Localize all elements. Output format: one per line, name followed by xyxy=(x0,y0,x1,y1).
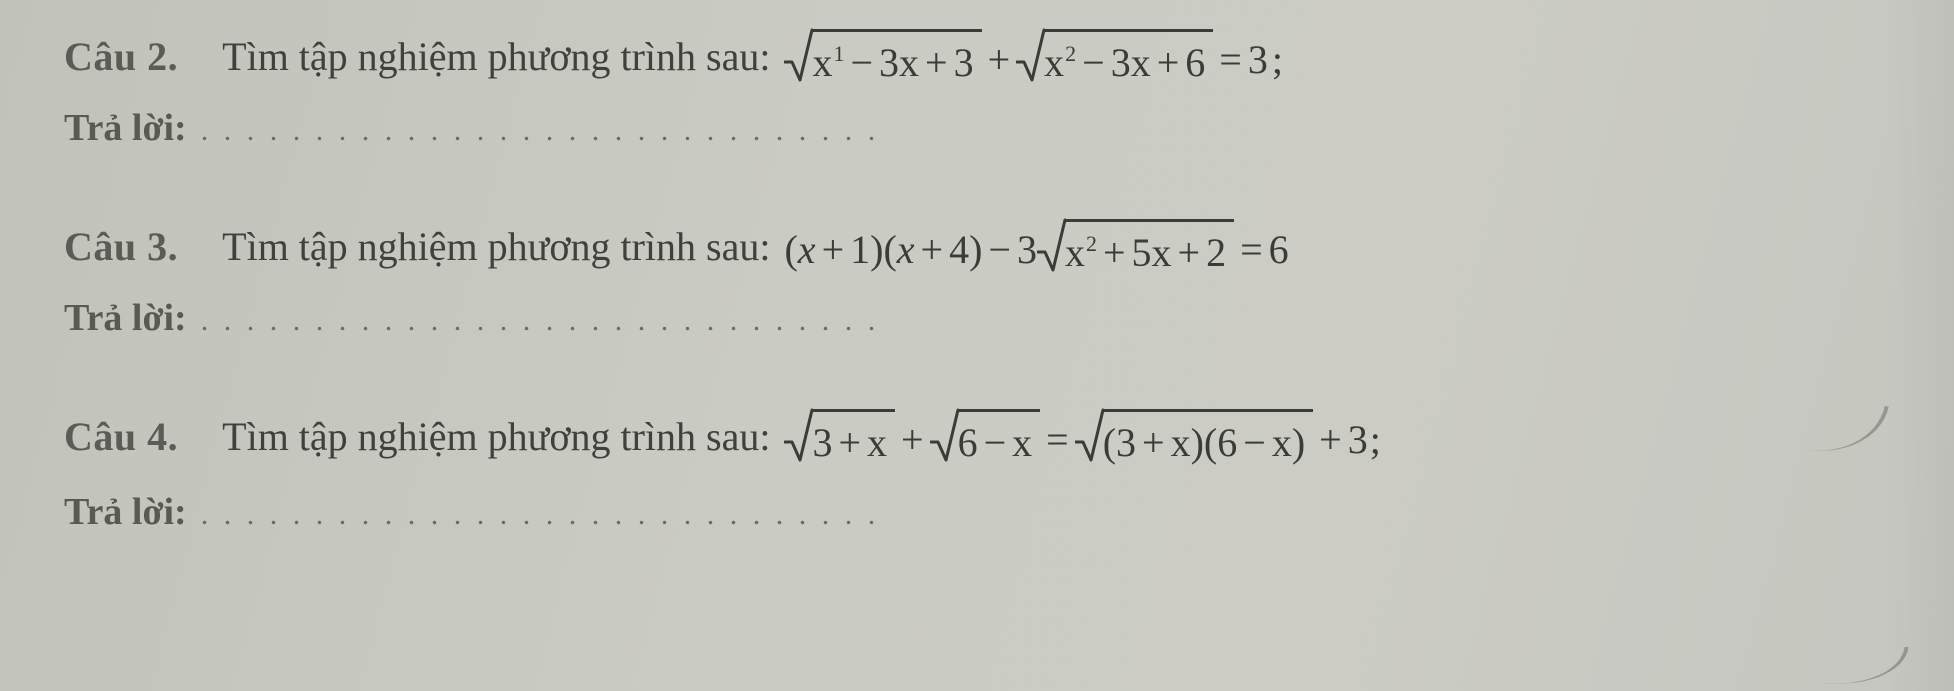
punct: ; xyxy=(1368,420,1381,460)
pencil-mark xyxy=(1759,627,1908,691)
question-3-number: Câu 3. xyxy=(64,223,178,270)
const: 6 xyxy=(958,423,978,463)
question-3-prompt: Tìm tập nghiệm phương trình sau: xyxy=(222,223,770,270)
const: 6 xyxy=(1185,43,1205,83)
question-4-prompt: Tìm tập nghiệm phương trình sau: xyxy=(222,413,770,460)
const: 3 xyxy=(954,43,974,83)
sqrt-icon: 3+x xyxy=(784,408,895,460)
sqrt-icon: x2 + 5x + 2 xyxy=(1037,218,1234,270)
coef: 3 xyxy=(879,43,899,83)
question-4-equation: 3+x + 6−x = xyxy=(784,408,1380,460)
answer-blank: . . . . . . . . . . . . . . . . . . . . … xyxy=(201,498,880,532)
question-2-prompt: Tìm tập nghiệm phương trình sau: xyxy=(222,33,770,80)
rhs: 3 xyxy=(1348,420,1368,460)
question-2-block: Câu 2. Tìm tập nghiệm phương trình sau: … xyxy=(64,28,1898,150)
sqrt-icon: 6−x xyxy=(930,408,1041,460)
const: 4 xyxy=(949,230,969,270)
question-3-block: Câu 3. Tìm tập nghiệm phương trình sau: … xyxy=(64,218,1898,340)
question-4-line: Câu 4. Tìm tập nghiệm phương trình sau: … xyxy=(64,408,1898,460)
question-2-number: Câu 2. xyxy=(64,33,178,80)
answer-blank: . . . . . . . . . . . . . . . . . . . . … xyxy=(201,304,880,338)
question-4-block: Câu 4. Tìm tập nghiệm phương trình sau: … xyxy=(64,408,1898,534)
const: 3 xyxy=(812,423,832,463)
question-2-equation: x1 − 3x + 3 + x2 xyxy=(784,28,1289,80)
question-2-answer-row: Trả lời: . . . . . . . . . . . . . . . .… xyxy=(64,106,1898,150)
answer-label: Trả lời: xyxy=(64,490,187,534)
worksheet-page: Câu 2. Tìm tập nghiệm phương trình sau: … xyxy=(0,0,1954,691)
rhs: 6 xyxy=(1269,230,1289,270)
question-4-answer-row: Trả lời: . . . . . . . . . . . . . . . .… xyxy=(64,490,1898,534)
sqrt-icon: x2 − 3x + 6 xyxy=(1016,28,1213,80)
answer-label: Trả lời: xyxy=(64,106,187,150)
coef: 3 xyxy=(1017,230,1037,270)
exp-2: 1 xyxy=(833,43,844,65)
question-2-line: Câu 2. Tìm tập nghiệm phương trình sau: … xyxy=(64,28,1898,80)
sqrt-icon: x1 − 3x + 3 xyxy=(784,28,981,80)
question-3-line: Câu 3. Tìm tập nghiệm phương trình sau: … xyxy=(64,218,1898,270)
const: 1 xyxy=(850,230,870,270)
sqrt-icon: (3+x)(6−x) xyxy=(1075,408,1313,460)
question-3-equation: (x+1)(x+4) − 3 x2 + 5x + 2 xyxy=(784,218,1288,270)
question-4-number: Câu 4. xyxy=(64,413,178,460)
punct: ; xyxy=(1268,40,1289,80)
question-3-answer-row: Trả lời: . . . . . . . . . . . . . . . .… xyxy=(64,296,1898,340)
answer-blank: . . . . . . . . . . . . . . . . . . . . … xyxy=(201,114,880,148)
rhs: 3 xyxy=(1248,40,1268,80)
const: 2 xyxy=(1206,233,1226,273)
answer-label: Trả lời: xyxy=(64,296,187,340)
